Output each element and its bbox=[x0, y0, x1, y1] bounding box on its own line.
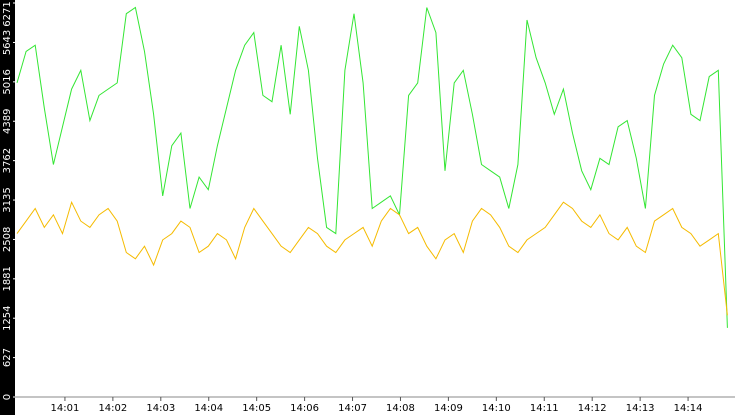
y-tick-label: 5016 bbox=[2, 69, 13, 94]
x-tick-label: 14:14 bbox=[674, 403, 703, 414]
y-tick-label: 0 bbox=[2, 394, 13, 400]
y-axis-strip bbox=[0, 0, 15, 415]
x-tick-label: 14:10 bbox=[482, 403, 511, 414]
x-tick-label: 14:12 bbox=[578, 403, 607, 414]
x-tick-label: 14:06 bbox=[290, 403, 319, 414]
x-tick-label: 14:05 bbox=[242, 403, 271, 414]
y-tick-label: 5643 bbox=[2, 30, 13, 55]
y-tick-label: 3762 bbox=[2, 148, 13, 173]
x-tick-label: 14:03 bbox=[146, 403, 175, 414]
y-tick-label: 1881 bbox=[2, 266, 13, 291]
x-tick-label: 14:13 bbox=[626, 403, 655, 414]
line-series bbox=[16, 200, 728, 316]
y-tick-label: 1254 bbox=[2, 305, 13, 330]
y-tick-label: 6271 bbox=[2, 1, 13, 26]
y-tick-label: 3135 bbox=[2, 187, 13, 212]
x-tick-label: 14:02 bbox=[98, 403, 127, 414]
line-series bbox=[16, 6, 728, 328]
y-tick-label: 4389 bbox=[2, 109, 13, 134]
x-tick-label: 14:08 bbox=[386, 403, 415, 414]
x-tick-label: 14:04 bbox=[194, 403, 223, 414]
y-tick-label: 2508 bbox=[2, 227, 13, 252]
y-tick-label: 627 bbox=[2, 348, 13, 367]
x-tick-label: 14:11 bbox=[530, 403, 559, 414]
x-tick-label: 14:07 bbox=[338, 403, 367, 414]
x-tick-label: 14:01 bbox=[51, 403, 80, 414]
x-tick-label: 14:09 bbox=[434, 403, 463, 414]
